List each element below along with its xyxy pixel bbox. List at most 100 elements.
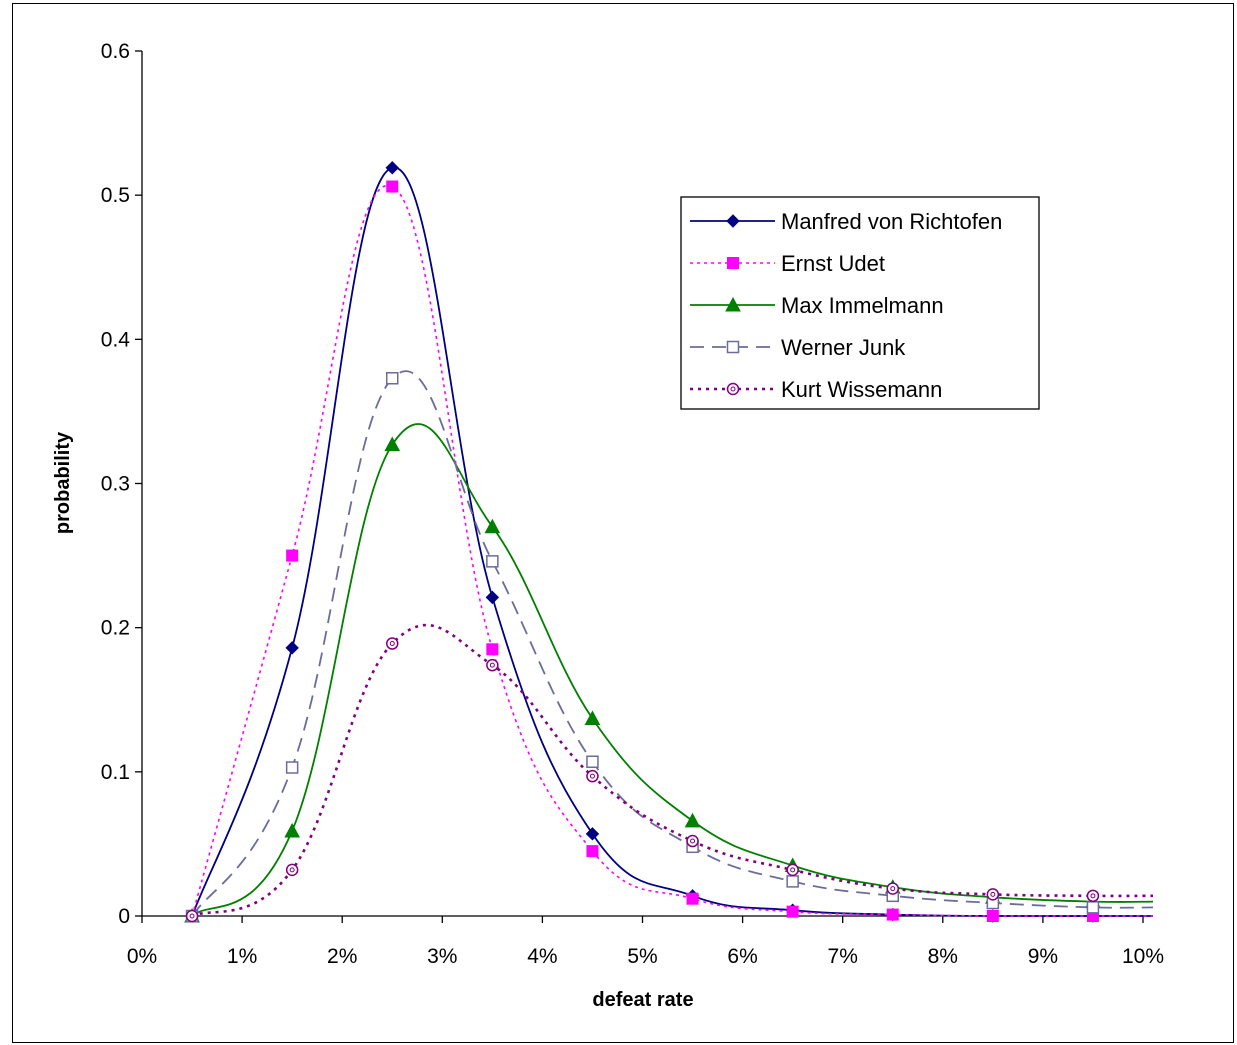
data-point-dot [1090, 893, 1096, 899]
x-tick-label: 1% [227, 945, 257, 968]
x-tick-label: 4% [527, 945, 557, 968]
legend-swatch-marker [726, 382, 740, 396]
data-point [486, 658, 499, 672]
y-tick-label: 0.3 [101, 473, 130, 496]
series-1 [186, 180, 1153, 922]
y-tick-label: 0.4 [101, 328, 131, 351]
ticks: 0 0.1 0.2 0.3 0.4 0.5 0.6 0% 1% 2% 3% 4% 5% 6% 7% 8% 9% 1… [101, 40, 1164, 968]
y-tick-label: 0.2 [101, 617, 130, 640]
data-point-ring [586, 769, 599, 783]
data-point-ring [886, 882, 899, 895]
data-point [886, 882, 899, 895]
legend-label: Kurt Wissemann [781, 377, 942, 402]
data-point-dot [890, 886, 896, 892]
data-point-dot [790, 867, 796, 873]
x-tick-label: 10% [1122, 945, 1164, 968]
data-point [684, 812, 701, 828]
data-point [786, 863, 799, 877]
x-axis-title: defeat rate [592, 989, 693, 1011]
data-point [1086, 901, 1100, 914]
data-point-dot [489, 662, 495, 668]
series-layer [184, 161, 1154, 923]
y-tick-label: 0.6 [101, 40, 130, 63]
data-point [386, 637, 399, 650]
data-point [486, 555, 499, 568]
series-4 [185, 623, 1154, 923]
series-2 [184, 423, 1154, 923]
data-point [586, 845, 599, 858]
y-axis-title: probability [52, 431, 74, 534]
data-point-ring [1086, 889, 1100, 903]
data-point-dot [690, 838, 696, 844]
series-line [191, 184, 1153, 917]
data-point [285, 761, 299, 774]
legend-swatch-marker [726, 214, 740, 228]
data-point [285, 863, 299, 877]
data-point-ring [986, 888, 1000, 901]
x-tick-label: 6% [727, 945, 757, 968]
y-tick-label: 0.5 [101, 184, 130, 207]
data-point-ring [185, 909, 199, 923]
y-tick-label: 0.1 [101, 761, 130, 784]
legend: Manfred von Richtofen Ernst Udet Max Immel… [680, 196, 1040, 410]
data-point [886, 908, 899, 921]
x-tick-label: 7% [828, 945, 858, 968]
data-point-ring [285, 863, 299, 877]
legend-swatch-marker-dot [730, 386, 736, 392]
legend-swatch-marker [727, 257, 739, 269]
data-point [986, 910, 999, 922]
data-point [686, 892, 699, 905]
data-point-ring [486, 658, 499, 672]
data-point [686, 834, 699, 848]
legend-label: Ernst Udet [781, 251, 885, 276]
series-3 [185, 370, 1154, 923]
axes [141, 51, 1143, 917]
data-point [786, 905, 799, 918]
data-point [584, 710, 601, 725]
legend-swatch-marker [725, 296, 741, 312]
series-line [191, 423, 1154, 917]
data-point [284, 822, 300, 838]
data-point [385, 161, 399, 175]
data-point-dot [389, 641, 395, 647]
data-point-dot [589, 773, 595, 779]
legend-label: Max Immelmann [781, 293, 944, 318]
x-tick-label: 2% [327, 945, 357, 968]
data-point [586, 769, 599, 783]
data-point [384, 436, 401, 452]
data-point [286, 549, 299, 562]
series-line [191, 370, 1154, 917]
series-line [191, 623, 1154, 918]
data-point [484, 518, 501, 534]
data-point [386, 180, 399, 193]
legend-box [680, 196, 1040, 410]
data-point [485, 590, 500, 605]
legend-swatch-marker [726, 340, 740, 354]
data-point [786, 875, 799, 888]
data-point [285, 641, 299, 655]
y-tick-label: 0 [118, 905, 130, 928]
x-tick-label: 8% [928, 945, 958, 968]
data-point [386, 372, 399, 385]
data-point [1086, 889, 1100, 903]
data-point [586, 755, 599, 768]
x-tick-label: 0% [127, 945, 157, 968]
data-point [185, 909, 199, 923]
data-point [486, 643, 499, 656]
data-point-dot [189, 913, 195, 919]
legend-label: Werner Junk [781, 335, 906, 360]
data-point-dot [289, 867, 295, 873]
x-tick-label: 9% [1028, 945, 1058, 968]
legend-swatch-marker-ring [726, 382, 740, 396]
data-point-dot [990, 891, 996, 897]
data-point [585, 827, 600, 841]
data-point-ring [386, 637, 399, 650]
data-point-ring [686, 834, 699, 848]
x-tick-label: 5% [627, 945, 657, 968]
data-point-ring [786, 863, 799, 877]
data-point [986, 888, 1000, 901]
x-tick-label: 3% [427, 945, 457, 968]
series-line [191, 166, 1153, 918]
legend-label: Manfred von Richtofen [781, 209, 1002, 234]
